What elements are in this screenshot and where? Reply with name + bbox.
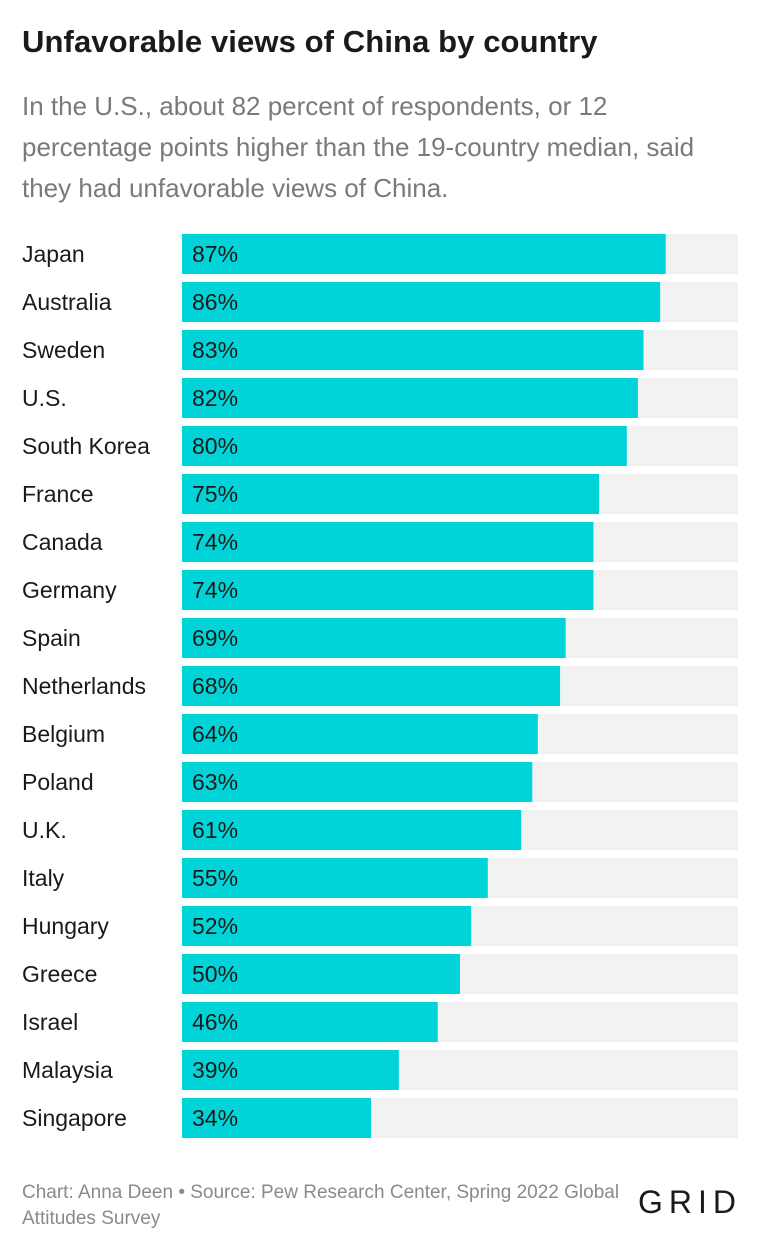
bar — [182, 714, 538, 754]
data-label: 83% — [192, 337, 238, 363]
bar — [182, 954, 460, 994]
bar — [182, 1050, 399, 1090]
bar-row: South Korea 80% — [22, 426, 738, 466]
bar-row: Netherlands 68% — [22, 666, 738, 706]
bar — [182, 906, 472, 946]
bar-row: Poland 63% — [22, 762, 738, 802]
bar-row: Malaysia 39% — [22, 1050, 738, 1090]
bar — [182, 282, 661, 322]
category-label: Canada — [22, 529, 103, 555]
chart-title: Unfavorable views of China by country — [22, 24, 598, 59]
category-label: Australia — [22, 289, 112, 315]
chart-subtitle: In the U.S., about 82 percent of respond… — [22, 91, 695, 203]
bar-row: Israel 46% — [22, 1002, 738, 1042]
data-label: 52% — [192, 913, 238, 939]
bar — [182, 618, 566, 658]
data-label: 69% — [192, 625, 238, 651]
bar-row: Japan 87% — [22, 234, 738, 274]
bar-row: Sweden 83% — [22, 330, 738, 370]
data-label: 75% — [192, 481, 238, 507]
bar — [182, 330, 644, 370]
source-credit: Chart: Anna Deen • Source: Pew Research … — [22, 1182, 620, 1229]
bar-row: Germany 74% — [22, 570, 738, 610]
bar-row: Singapore 34% — [22, 1098, 738, 1138]
category-label: Israel — [22, 1009, 78, 1035]
bar-row: Italy 55% — [22, 858, 738, 898]
bar-chart: Japan 87% Australia 86% Sweden 83% U.S. 82% Sout… — [22, 234, 738, 1138]
bar — [182, 858, 488, 898]
bar-row: Canada 74% — [22, 522, 738, 562]
data-label: 34% — [192, 1105, 238, 1131]
bar-row: Spain 69% — [22, 618, 738, 658]
bar — [182, 1002, 438, 1042]
bar-row: France 75% — [22, 474, 738, 514]
data-label: 55% — [192, 865, 238, 891]
bar — [182, 234, 666, 274]
category-label: Poland — [22, 769, 94, 795]
bar — [182, 474, 599, 514]
data-label: 82% — [192, 385, 238, 411]
category-label: South Korea — [22, 433, 150, 459]
category-label: U.S. — [22, 385, 67, 411]
bar — [182, 522, 594, 562]
category-label: Japan — [22, 241, 85, 267]
data-label: 61% — [192, 817, 238, 843]
bar-row: Greece 50% — [22, 954, 738, 994]
bar — [182, 570, 594, 610]
category-label: Hungary — [22, 913, 109, 939]
data-label: 68% — [192, 673, 238, 699]
data-label: 86% — [192, 289, 238, 315]
data-label: 50% — [192, 961, 238, 987]
category-label: France — [22, 481, 94, 507]
data-label: 46% — [192, 1009, 238, 1035]
category-label: Spain — [22, 625, 81, 651]
bar-row: U.K. 61% — [22, 810, 738, 850]
data-label: 64% — [192, 721, 238, 747]
data-label: 80% — [192, 433, 238, 459]
data-label: 74% — [192, 577, 238, 603]
category-label: Germany — [22, 577, 117, 603]
bar-row: Hungary 52% — [22, 906, 738, 946]
bar — [182, 666, 561, 706]
data-label: 39% — [192, 1057, 238, 1083]
bar — [182, 426, 627, 466]
category-label: Sweden — [22, 337, 105, 363]
bar — [182, 378, 638, 418]
bar-row: Australia 86% — [22, 282, 738, 322]
category-label: Malaysia — [22, 1057, 113, 1083]
data-label: 74% — [192, 529, 238, 555]
category-label: Belgium — [22, 721, 105, 747]
bar-row: U.S. 82% — [22, 378, 738, 418]
bar — [182, 810, 522, 850]
category-label: Singapore — [22, 1105, 127, 1131]
data-label: 87% — [192, 241, 238, 267]
category-label: Greece — [22, 961, 97, 987]
bar-row: Belgium 64% — [22, 714, 738, 754]
bar — [182, 1098, 372, 1138]
category-label: Italy — [22, 865, 65, 891]
bar — [182, 762, 533, 802]
grid-logo: GRID — [638, 1184, 742, 1220]
category-label: U.K. — [22, 817, 67, 843]
data-label: 63% — [192, 769, 238, 795]
category-label: Netherlands — [22, 673, 146, 699]
